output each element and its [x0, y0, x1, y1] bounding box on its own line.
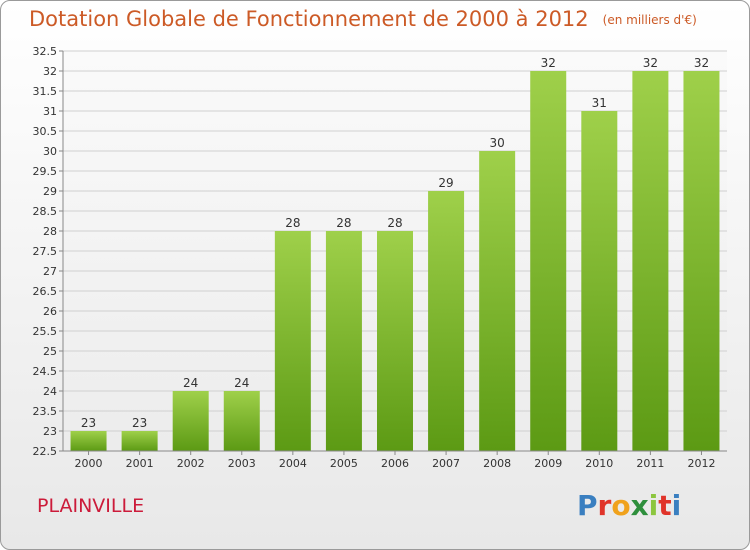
y-tick-label: 25.5 [33, 325, 58, 338]
y-tick-label: 24.5 [33, 365, 58, 378]
y-tick-label: 27.5 [33, 245, 58, 258]
chart-title: Dotation Globale de Fonctionnement de 20… [29, 7, 697, 31]
bar-2009 [530, 71, 567, 451]
x-tick-label: 2009 [534, 457, 562, 470]
x-tick-label: 2003 [228, 457, 256, 470]
logo-letter: i [648, 489, 659, 522]
x-tick-label: 2007 [432, 457, 460, 470]
commune-name: PLAINVILLE [37, 495, 145, 517]
y-tick-label: 24 [43, 385, 57, 398]
bar-value-label: 29 [438, 176, 453, 190]
bar-2010 [581, 111, 618, 451]
bar-value-label: 30 [490, 136, 505, 150]
x-tick-label: 2012 [687, 457, 715, 470]
y-tick-label: 30 [43, 145, 57, 158]
logo-letter: i [671, 489, 682, 522]
bar-value-label: 23 [81, 416, 96, 430]
bar-2006 [377, 231, 413, 451]
bar-value-label: 24 [183, 376, 198, 390]
logo-letter: t [658, 489, 672, 522]
bar-2000 [70, 431, 107, 451]
y-tick-label: 22.5 [33, 445, 58, 458]
y-tick-label: 31.5 [33, 85, 58, 98]
logo-letter: x [630, 489, 649, 522]
bar-value-label: 28 [285, 216, 300, 230]
y-tick-label: 29 [43, 185, 57, 198]
y-tick-label: 23.5 [33, 405, 58, 418]
x-tick-label: 2001 [126, 457, 154, 470]
bar-chart: 23 23 24 24 28 28 28 29 30 32 31 32 32 22.5 23 23.5 24 2… [33, 45, 727, 470]
y-tick-label: 26.5 [33, 285, 58, 298]
y-tick-label: 32.5 [33, 45, 58, 58]
bar-value-label: 31 [592, 96, 607, 110]
bar-2012 [683, 71, 720, 451]
y-tick-label: 31 [43, 105, 57, 118]
y-tick-label: 28 [43, 225, 57, 238]
x-tick-label: 2002 [177, 457, 205, 470]
chart-title-text: Dotation Globale de Fonctionnement de 20… [29, 7, 589, 31]
y-tick-label: 25 [43, 345, 57, 358]
x-tick-label: 2005 [330, 457, 358, 470]
logo-letter: P [577, 489, 598, 522]
logo-letter: r [597, 489, 612, 522]
bar-2008 [479, 151, 516, 451]
y-tick-label: 30.5 [33, 125, 58, 138]
x-tick-label: 2008 [483, 457, 511, 470]
bar-2002 [172, 391, 209, 451]
x-tick-label: 2011 [636, 457, 664, 470]
x-tick-label: 2000 [75, 457, 103, 470]
bar-value-label: 28 [336, 216, 351, 230]
bar-value-label: 28 [387, 216, 402, 230]
proxiti-logo: Proxiti [577, 489, 681, 522]
bar-value-label: 24 [234, 376, 249, 390]
bar-value-label: 32 [643, 56, 658, 70]
bar-value-label: 32 [541, 56, 556, 70]
bar-2005 [325, 231, 362, 451]
bar-2007 [428, 191, 465, 451]
x-tick-label: 2010 [585, 457, 613, 470]
bar-value-label: 32 [694, 56, 709, 70]
y-tick-label: 32 [43, 65, 57, 78]
y-tick-label: 27 [43, 265, 57, 278]
y-tick-label: 28.5 [33, 205, 58, 218]
bar-2011 [632, 71, 669, 451]
y-tick-label: 23 [43, 425, 57, 438]
x-tick-label: 2006 [381, 457, 409, 470]
x-tick-label: 2004 [279, 457, 307, 470]
logo-letter: o [611, 489, 631, 522]
y-tick-label: 26 [43, 305, 57, 318]
bar-2004 [274, 231, 311, 451]
chart-unit: (en milliers d'€) [602, 13, 697, 27]
bar-value-label: 23 [132, 416, 147, 430]
bar-2001 [121, 431, 158, 451]
bar-2003 [223, 391, 260, 451]
y-tick-label: 29.5 [33, 165, 58, 178]
